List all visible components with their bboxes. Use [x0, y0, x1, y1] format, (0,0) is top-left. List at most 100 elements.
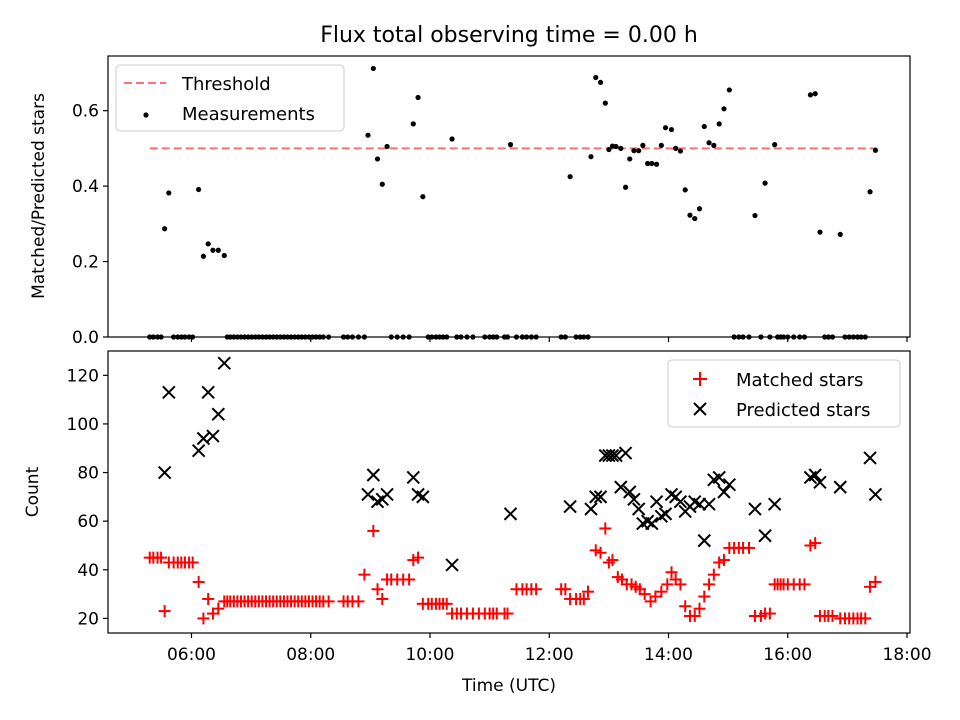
predicted-stars-point [645, 516, 659, 531]
measurements-point [627, 156, 633, 162]
predicted-stars-point [712, 470, 726, 485]
matched-stars-point [212, 602, 225, 615]
measurements-point [726, 87, 732, 93]
top-y-ticks: 0.0 0.2 0.4 0.6 [72, 102, 108, 348]
predicted-stars-point [692, 497, 707, 511]
measurements-point [365, 132, 371, 138]
measurements-point [196, 186, 202, 193]
matched-stars-point [192, 575, 205, 588]
y-tick-label: 40 [77, 561, 99, 581]
matched-stars-point [665, 566, 678, 579]
legend-predicted-swatch [693, 402, 707, 416]
measurements-point [622, 184, 629, 190]
measurements-point [588, 154, 594, 160]
bottom-axes-frame [107, 350, 911, 634]
predicted-stars-point [697, 533, 711, 548]
matched-stars-point [674, 578, 687, 591]
matched-stars-point [577, 592, 590, 605]
matched-stars-point [798, 578, 811, 591]
measurements-point [649, 160, 655, 167]
bottom-y-axis-label: Count [23, 466, 43, 517]
measurements-point [415, 94, 421, 101]
measurements-point [166, 190, 172, 196]
measurements-point [162, 226, 168, 232]
predicted-stars-point [833, 480, 847, 494]
bottom-panel: 06:00 08:00 10:00 12:00 14:00 16:00 18:00 20 40… [23, 350, 932, 665]
matched-stars-point [688, 609, 701, 622]
measurements-point [692, 215, 698, 222]
measurements-point [696, 206, 703, 212]
matched-stars-point [367, 524, 380, 537]
measurements-point [673, 145, 679, 152]
legend-measurements-label: Measurements [182, 104, 315, 125]
predicted-stars-point [217, 356, 231, 370]
predicted-stars-point [717, 485, 731, 499]
matched-stars-point [698, 590, 711, 603]
predicted-stars-point [406, 470, 421, 485]
predicted-stars-point [593, 490, 608, 504]
matched-stars-point [679, 600, 692, 613]
measurements-point [867, 189, 873, 195]
measurements-point [721, 106, 727, 112]
x-tick-label: 06:00 [167, 645, 216, 665]
x-tick-label: 14:00 [644, 645, 693, 665]
chart-title: Flux total observing time = 0.00 h [320, 23, 698, 48]
measurements-point [752, 212, 758, 219]
measurements-point [645, 160, 651, 167]
predicted-stars-point [589, 490, 603, 504]
predicted-stars-point [416, 490, 430, 504]
bottom-legend: Matched stars Predicted stars [667, 359, 901, 428]
predicted-stars-point [813, 475, 827, 489]
measurements-point [379, 181, 385, 187]
legend-matched-label: Matched stars [736, 370, 863, 391]
predicted-stars-point [563, 499, 577, 514]
predicted-stars-point [658, 507, 673, 521]
predicted-stars-point [206, 429, 220, 443]
measurements-point [606, 146, 612, 153]
predicted-stars-point [631, 502, 646, 516]
matched-stars-point [599, 522, 612, 535]
predicted-stars-point [201, 385, 215, 400]
bottom-legend-box [667, 359, 901, 428]
x-tick-label: 12:00 [525, 645, 574, 665]
top-x-ticks [190, 337, 908, 342]
measurements-point [597, 79, 604, 86]
matched-stars-point [530, 583, 543, 596]
measurements-point [410, 121, 416, 127]
y-tick-label: 120 [67, 366, 99, 386]
matched-stars-point [743, 541, 756, 554]
predicted-stars-point [758, 529, 772, 543]
x-tick-label: 08:00 [286, 645, 335, 665]
measurements-point [640, 142, 646, 148]
matched-stars-point [158, 605, 171, 618]
predicted-stars-point [211, 407, 226, 421]
matched-stars-point [352, 595, 365, 608]
top-legend-box [115, 64, 345, 132]
x-tick-label: 16:00 [763, 645, 812, 665]
matched-stars-point [655, 585, 668, 598]
predicted-stars-point [162, 385, 176, 400]
matched-stars-point [693, 602, 706, 615]
measurements-point [817, 229, 823, 235]
predicted-stars-point [618, 446, 633, 460]
y-tick-label: 20 [77, 609, 99, 629]
measurements-point [716, 121, 722, 127]
measurements-point [662, 125, 669, 131]
matched-stars-point [358, 568, 371, 581]
measurements-point [567, 174, 573, 180]
measurements-point [772, 142, 778, 148]
matched-stars-point [594, 546, 607, 559]
measurements-point [837, 231, 843, 238]
measurements-point [221, 252, 227, 259]
measurements-point [613, 143, 619, 150]
predicted-stars-point [614, 480, 628, 494]
top-panel: 0.0 0.2 0.4 0.6 Matched/Predicted stars Thr… [29, 55, 911, 348]
measurements-point [653, 161, 660, 167]
top-legend: Threshold Measurements [115, 64, 345, 132]
measurements-point [449, 136, 455, 142]
matched-stars-point [155, 551, 168, 564]
measurements-point [507, 142, 514, 148]
matched-stars-point [322, 595, 335, 608]
matched-stars-point [826, 609, 839, 622]
